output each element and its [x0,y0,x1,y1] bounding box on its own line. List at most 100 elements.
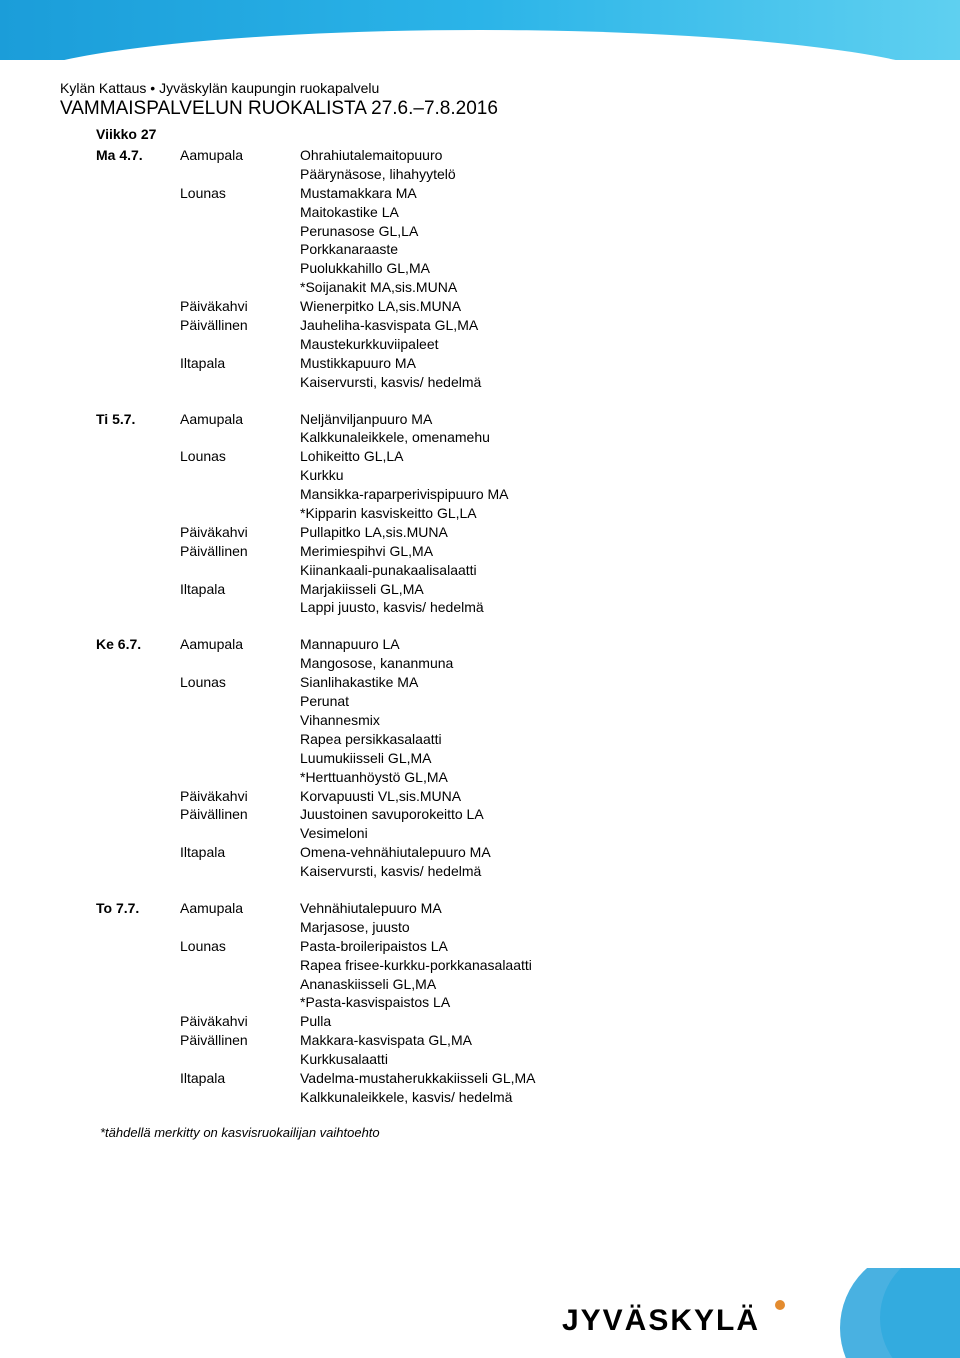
menu-item: Pullapitko LA,sis.MUNA [300,523,900,542]
meal-label: Aamupala [180,899,300,918]
menu-row: Marjasose, juusto [96,918,900,937]
meal-label [180,692,300,711]
menu-row: Ma 4.7.AamupalaOhrahiutalemaitopuuro [96,146,900,165]
menu-item: Kalkkunaleikkele, omenamehu [300,428,900,447]
day-label: Ti 5.7. [96,410,180,429]
menu-item: Kaiservursti, kasvis/ hedelmä [300,373,900,392]
footer-circles-icon [810,1268,960,1358]
day-label [96,561,180,580]
meal-label: Päivällinen [180,1031,300,1050]
day-label [96,165,180,184]
menu-item: Neljänviljanpuuro MA [300,410,900,429]
menu-item: Korvapuusti VL,sis.MUNA [300,787,900,806]
day-label [96,654,180,673]
meal-label [180,278,300,297]
day-label [96,335,180,354]
footer-logo: JYVÄSKYLÄ [562,1304,760,1338]
footnote: *tähdellä merkitty on kasvisruokailijan … [100,1125,900,1140]
menu-row: *Soijanakit MA,sis.MUNA [96,278,900,297]
menu-row: *Herttuanhöystö GL,MA [96,768,900,787]
menu-item: Mustamakkara MA [300,184,900,203]
day-label: To 7.7. [96,899,180,918]
meal-label [180,203,300,222]
menu-item: Lappi juusto, kasvis/ hedelmä [300,598,900,617]
menu-row: PäiväkahviKorvapuusti VL,sis.MUNA [96,787,900,806]
meal-label [180,504,300,523]
menu-item: Vadelma-mustaherukkakiisseli GL,MA [300,1069,900,1088]
day-label [96,692,180,711]
menu-row: *Kipparin kasviskeitto GL,LA [96,504,900,523]
menu-row: Mansikka-raparperivispipuuro MA [96,485,900,504]
menu-row: PäivällinenMerimiespihvi GL,MA [96,542,900,561]
day-label [96,240,180,259]
meal-label [180,165,300,184]
day-label [96,428,180,447]
meal-label: Aamupala [180,635,300,654]
day-label [96,580,180,599]
day-label [96,1031,180,1050]
meal-label: Lounas [180,184,300,203]
day-label [96,673,180,692]
day-label [96,184,180,203]
day-label [96,485,180,504]
meal-label [180,956,300,975]
menu-item: Juustoinen savuporokeitto LA [300,805,900,824]
menu-row: Porkkanaraaste [96,240,900,259]
menu-row: Kurkku [96,466,900,485]
meal-label [180,862,300,881]
menu-item: Marjasose, juusto [300,918,900,937]
menu-item: Vehnähiutalepuuro MA [300,899,900,918]
day-label: Ke 6.7. [96,635,180,654]
menu-row: PäivällinenJuustoinen savuporokeitto LA [96,805,900,824]
day-label [96,843,180,862]
meal-label [180,975,300,994]
day-block: Ke 6.7.AamupalaMannapuuro LAMangosose, k… [96,635,900,881]
day-label: Ma 4.7. [96,146,180,165]
meal-label [180,335,300,354]
menu-row: Päärynäsose, lihahyytelö [96,165,900,184]
meal-label [180,222,300,241]
week-label: Viikko 27 [96,126,900,142]
menu-row: Ananaskiisseli GL,MA [96,975,900,994]
menu-row: PäiväkahviPullapitko LA,sis.MUNA [96,523,900,542]
day-label [96,504,180,523]
menu-item: *Pasta-kasvispaistos LA [300,993,900,1012]
menu-item: Kiinankaali-punakaalisalaatti [300,561,900,580]
day-label [96,1069,180,1088]
menu-row: *Pasta-kasvispaistos LA [96,993,900,1012]
day-label [96,1050,180,1069]
menu-row: Maustekurkkuviipaleet [96,335,900,354]
meal-label: Iltapala [180,354,300,373]
menu-item: Porkkanaraaste [300,240,900,259]
menu-item: Kurkkusalaatti [300,1050,900,1069]
meal-label [180,749,300,768]
menu-item: Luumukiisseli GL,MA [300,749,900,768]
header-wave [0,0,960,60]
day-label [96,787,180,806]
day-label [96,937,180,956]
day-label [96,862,180,881]
meal-label [180,259,300,278]
menu-row: Kalkkunaleikkele, omenamehu [96,428,900,447]
menu-item: Puolukkahillo GL,MA [300,259,900,278]
menu-item: Mangosose, kananmuna [300,654,900,673]
day-label [96,975,180,994]
meal-label [180,824,300,843]
meal-label: Päiväkahvi [180,1012,300,1031]
menu-item: *Kipparin kasviskeitto GL,LA [300,504,900,523]
menu-item: Maustekurkkuviipaleet [300,335,900,354]
menu-row: Perunasose GL,LA [96,222,900,241]
meal-label [180,654,300,673]
day-label [96,523,180,542]
day-label [96,805,180,824]
day-label [96,542,180,561]
meal-label: Aamupala [180,410,300,429]
menu-row: Kiinankaali-punakaalisalaatti [96,561,900,580]
meal-label [180,1050,300,1069]
day-block: To 7.7.AamupalaVehnähiutalepuuro MAMarja… [96,899,900,1107]
menu-item: Kalkkunaleikkele, kasvis/ hedelmä [300,1088,900,1107]
menu-item: Ananaskiisseli GL,MA [300,975,900,994]
meal-label: Päiväkahvi [180,787,300,806]
day-label [96,278,180,297]
menu-item: Rapea persikkasalaatti [300,730,900,749]
